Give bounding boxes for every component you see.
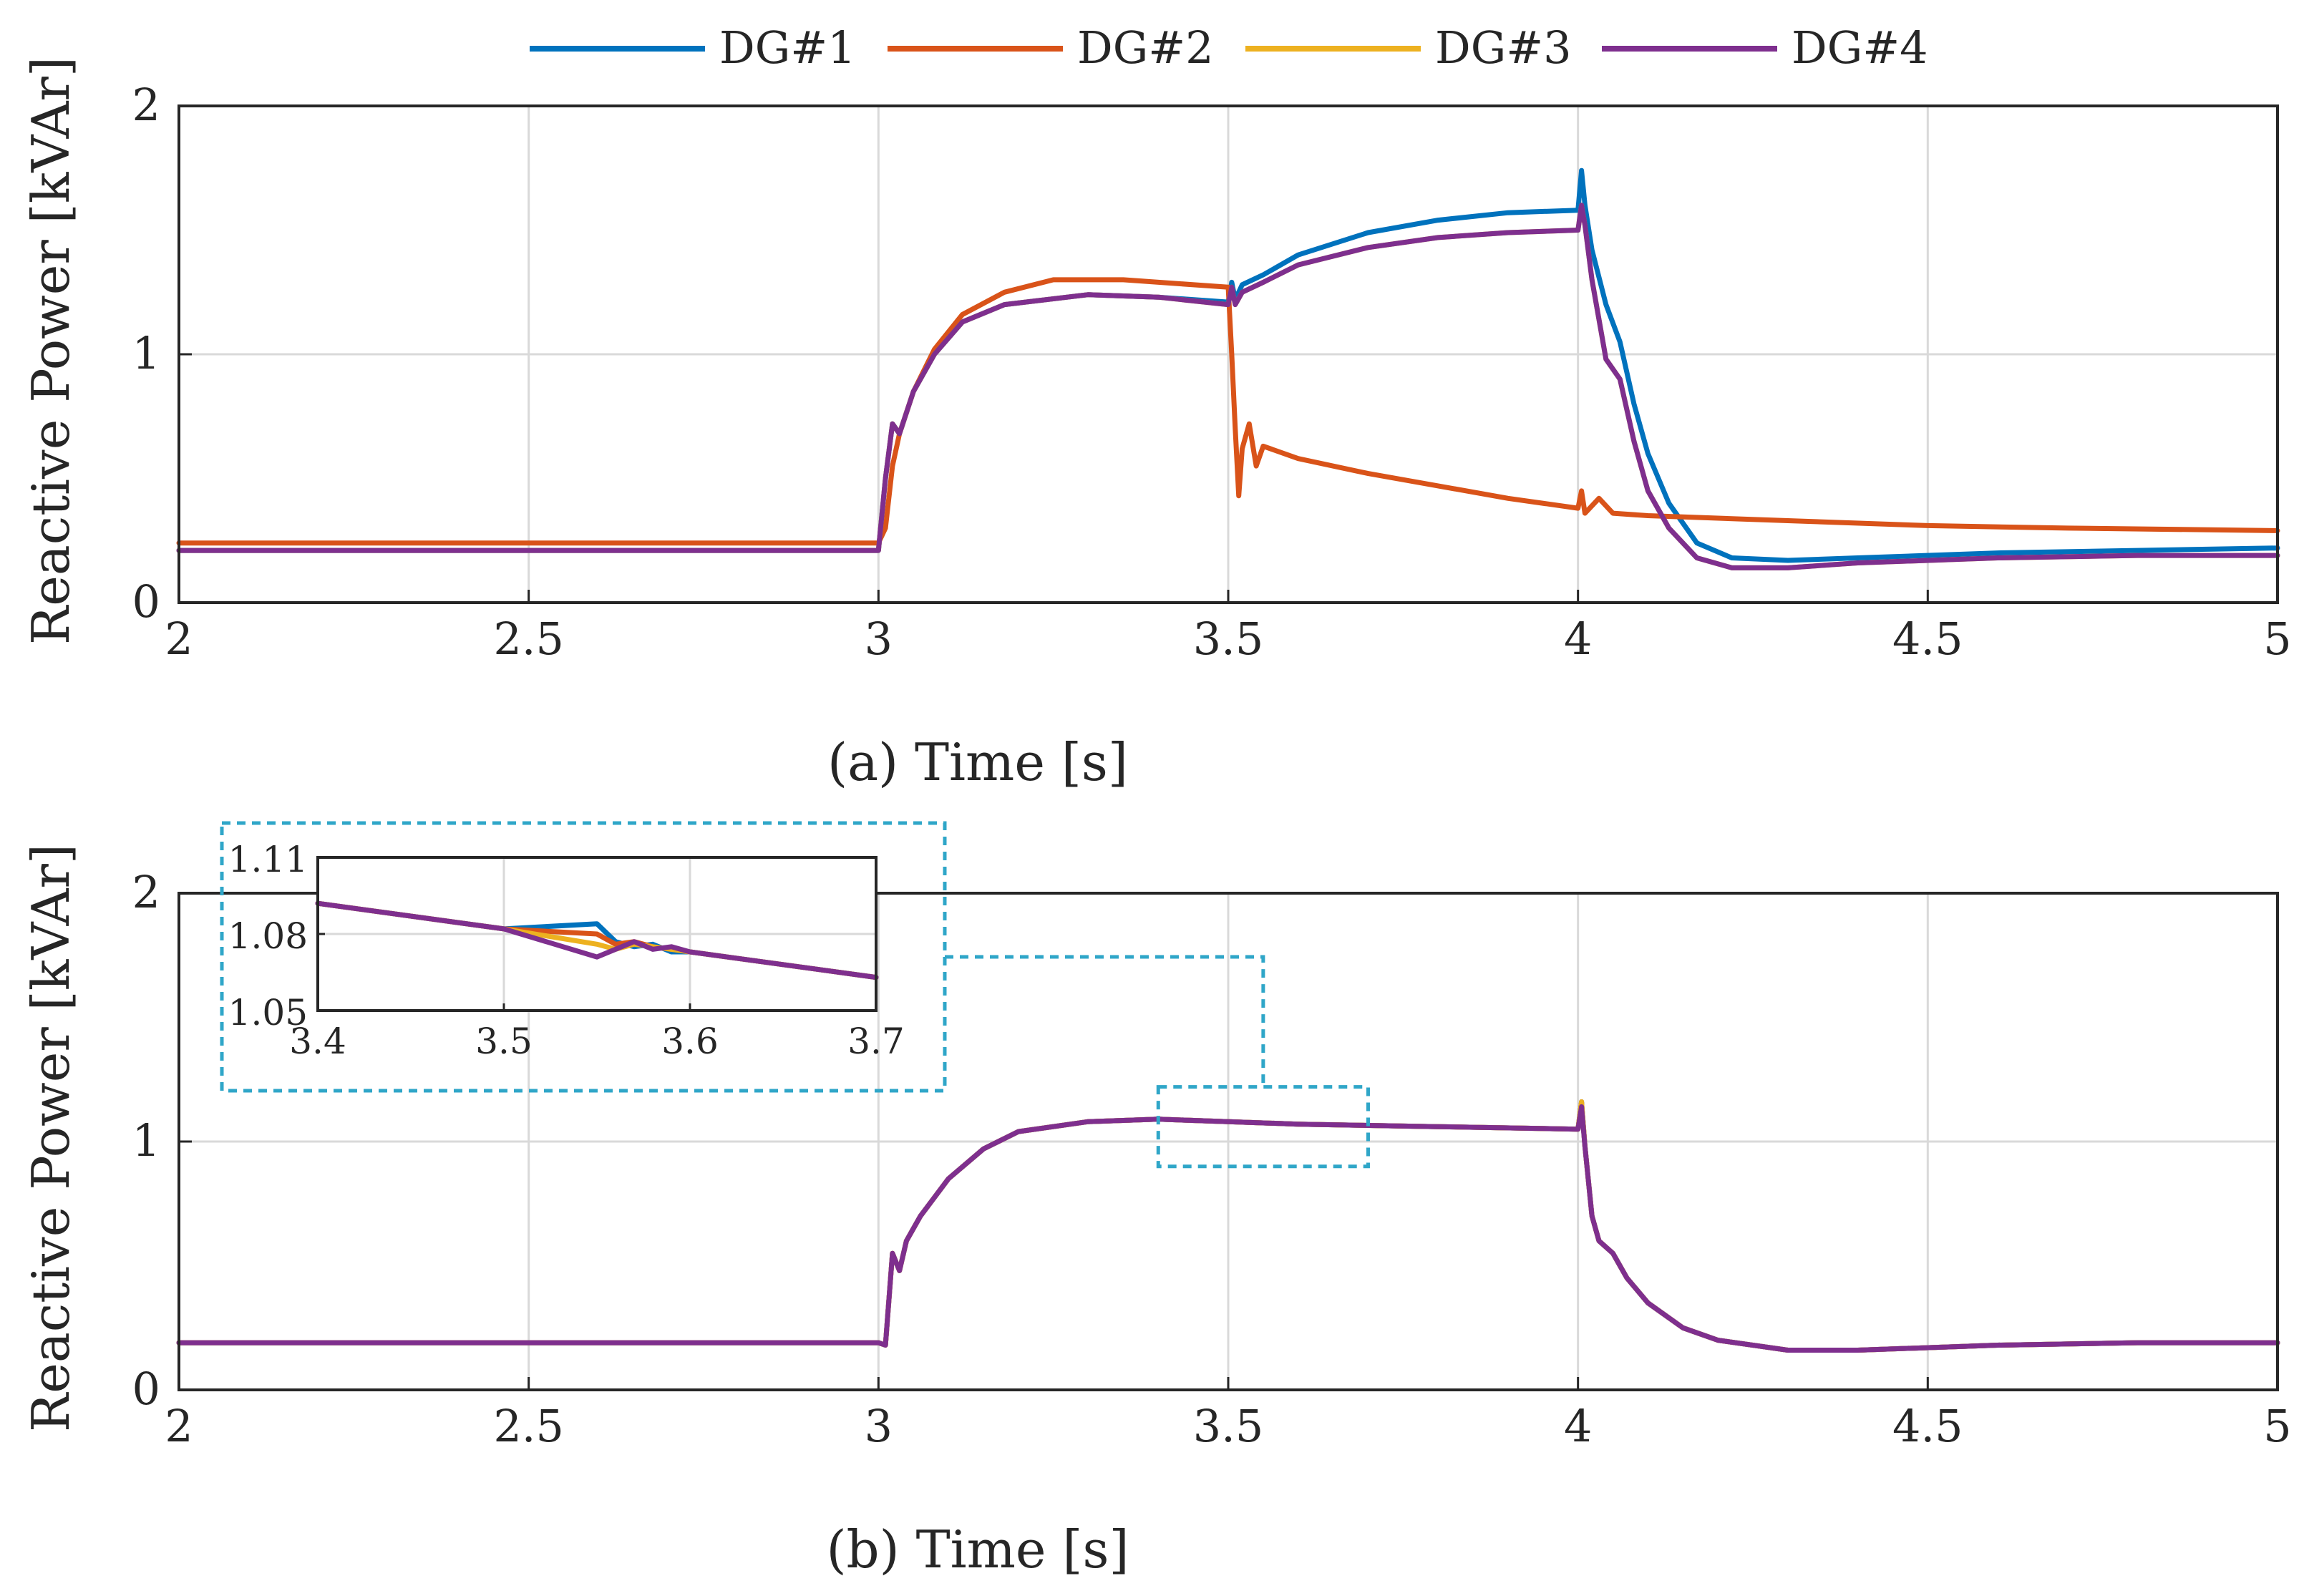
panel-a-y-axis-title: Reactive Power [kVAr] <box>21 57 81 645</box>
panel-a-xtick-label-2: 3 <box>865 613 893 665</box>
panel-a-xtick-label-3: 3.5 <box>1193 613 1264 665</box>
panel-inset-ytick-label-1: 1.08 <box>228 915 308 957</box>
panel-b-ytick-label-0: 0 <box>132 1363 160 1415</box>
panel-a-grid <box>179 106 2278 603</box>
panel-inset-xtick-label-1: 3.5 <box>475 1021 533 1062</box>
panel-b-ytick-label-2: 2 <box>132 866 160 918</box>
panel-a-caption: (a) Time [s] <box>827 732 1128 792</box>
panel-inset-series-dg4 <box>315 900 879 981</box>
panel-a-series-dg4 <box>176 203 2280 570</box>
zoom-indicator <box>220 821 1370 1169</box>
panel-inset-xtick-label-3: 3.7 <box>847 1021 905 1062</box>
panel-b-grid <box>179 893 2278 1390</box>
panel-b-series <box>176 1099 2280 1353</box>
panel-b-xtick-label-5: 4.5 <box>1892 1400 1963 1452</box>
inset-ticks: 3.4 3.5 3.6 3.7 1.05 1.08 1.11 <box>228 839 905 1062</box>
panel-a-ticks: 2 2.5 3 3.5 4 4.5 5 0 1 2 <box>132 79 2292 665</box>
panel-a-xtick-label-5: 4.5 <box>1892 613 1963 665</box>
panel-a-xtick-label-4: 4 <box>1564 613 1592 665</box>
inset-plot: 3.4 3.5 3.6 3.7 1.05 1.08 1.11 <box>228 839 905 1062</box>
panel-a-xtick-label-6: 5 <box>2263 613 2291 665</box>
panel-inset-ytick-label-0: 1.05 <box>228 992 308 1033</box>
panel-b: 2 2.5 3 3.5 4 4.5 5 0 1 2 Reactive Power [kVAr] (… <box>21 844 2292 1580</box>
panel-b-y-axis-title: Reactive Power [kVAr] <box>21 844 81 1432</box>
legend-entry-dg3[interactable]: DG#3 <box>1245 21 1572 74</box>
panel-inset-xtick-label-0: 3.4 <box>289 1021 346 1062</box>
panel-b-series-dg4 <box>176 1104 2280 1353</box>
legend-entry-dg2[interactable]: DG#2 <box>888 21 1214 74</box>
legend-entry-dg1[interactable]: DG#1 <box>530 21 856 74</box>
panel-b-xtick-label-0: 2 <box>165 1400 193 1452</box>
panel-b-xtick-label-6: 5 <box>2263 1400 2291 1452</box>
legend: DG#1 DG#2 DG#3 DG#4 <box>530 21 1928 74</box>
panel-a-xtick-label-1: 2.5 <box>493 613 564 665</box>
legend-label-dg1: DG#1 <box>719 21 856 74</box>
panel-inset-ytick-label-2: 1.11 <box>228 839 308 880</box>
zoom-source-box <box>1156 1085 1370 1169</box>
panel-a-ytick-label-1: 1 <box>132 327 160 379</box>
panel-b-ytick-label-1: 1 <box>132 1114 160 1167</box>
legend-label-dg3: DG#3 <box>1435 21 1572 74</box>
panel-a: 2 2.5 3 3.5 4 4.5 5 0 1 2 Reactive Power [kVAr] (… <box>21 57 2292 792</box>
panel-a-ytick-label-2: 2 <box>132 79 160 131</box>
legend-label-dg4: DG#4 <box>1792 21 1928 74</box>
panel-b-ticks: 2 2.5 3 3.5 4 4.5 5 0 1 2 <box>132 866 2292 1452</box>
panel-b-xtick-label-2: 3 <box>865 1400 893 1452</box>
panel-inset-xtick-label-2: 3.6 <box>661 1021 719 1062</box>
panel-a-xtick-label-0: 2 <box>165 613 193 665</box>
panel-b-xtick-label-3: 3.5 <box>1193 1400 1264 1452</box>
panel-a-ytick-label-0: 0 <box>132 575 160 628</box>
panel-b-xtick-label-4: 4 <box>1564 1400 1592 1452</box>
legend-label-dg2: DG#2 <box>1077 21 1214 74</box>
legend-entry-dg4[interactable]: DG#4 <box>1602 21 1928 74</box>
panel-b-xtick-label-1: 2.5 <box>493 1400 564 1452</box>
inset-series <box>315 900 879 981</box>
panel-b-caption: (b) Time [s] <box>826 1519 1129 1580</box>
zoom-connector-line <box>945 955 1265 1087</box>
panel-a-series <box>176 167 2280 570</box>
